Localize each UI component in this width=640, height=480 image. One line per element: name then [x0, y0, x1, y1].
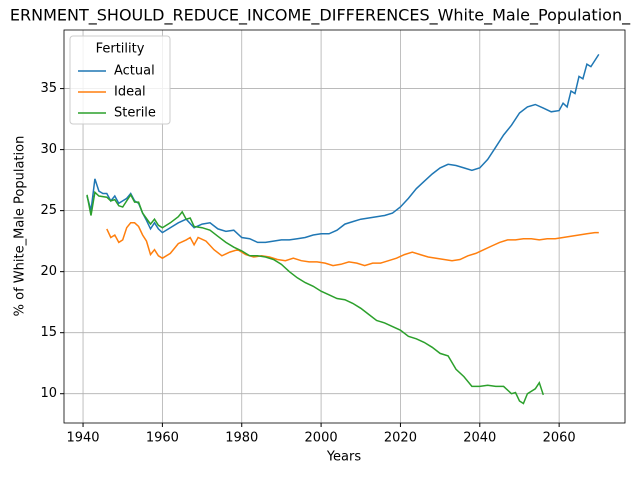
legend-label: Ideal: [114, 85, 146, 100]
x-tick-label: 1960: [146, 431, 179, 446]
x-tick-label: 2000: [305, 431, 338, 446]
line-series: [106, 222, 599, 267]
plot-frame: [63, 29, 626, 424]
legend-title: Fertility: [96, 42, 145, 57]
legend: Fertility Actual Ideal Sterile: [69, 35, 171, 125]
y-tick-label: 20: [40, 264, 57, 279]
legend-label: Actual: [114, 64, 155, 79]
x-tick-label: 2040: [463, 431, 496, 446]
x-tick-label: 1980: [225, 431, 258, 446]
chart-title: ERNMENT_SHOULD_REDUCE_INCOME_DIFFERENCES…: [10, 6, 631, 26]
legend-label: Sterile: [114, 106, 156, 121]
y-axis-label: % of White_Male Population: [13, 136, 28, 317]
legend-box: [69, 35, 171, 125]
x-tick-label: 1940: [66, 431, 99, 446]
y-tick-label: 10: [40, 386, 57, 401]
y-tick-label: 35: [40, 81, 57, 96]
y-tick-label: 30: [40, 142, 57, 157]
y-tick-label: 25: [40, 203, 57, 218]
x-tick-label: 2060: [543, 431, 576, 446]
line-series: [86, 190, 545, 405]
x-axis-label: Years: [326, 450, 362, 465]
x-tick-label: 2020: [384, 431, 417, 446]
y-tick-label: 15: [40, 325, 57, 340]
